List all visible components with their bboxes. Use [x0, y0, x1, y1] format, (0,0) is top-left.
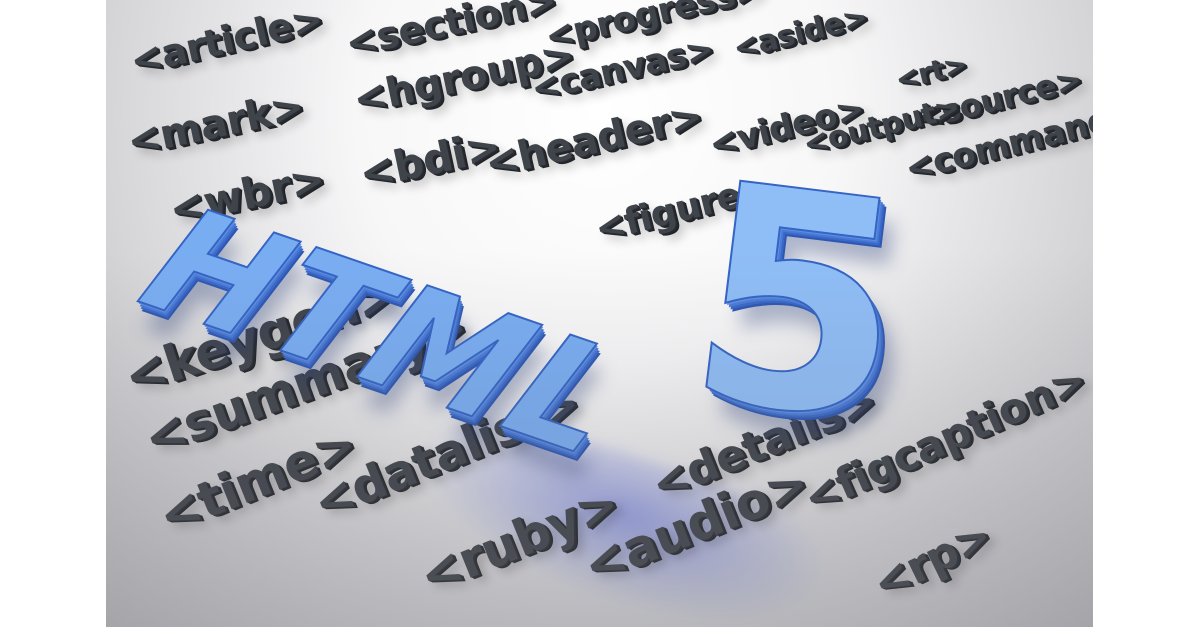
tag-header: <header> [480, 92, 707, 188]
tag-mark: <mark> [123, 83, 308, 166]
html5-tag-cloud-image: <article> <section> <progress> <aside> <… [106, 0, 1093, 627]
five-numeral: 5 [672, 117, 924, 491]
tag-article: <article> [126, 0, 328, 84]
tag-bdi: <bdi> [354, 120, 505, 199]
tag-rp: <rp> [864, 509, 1000, 611]
